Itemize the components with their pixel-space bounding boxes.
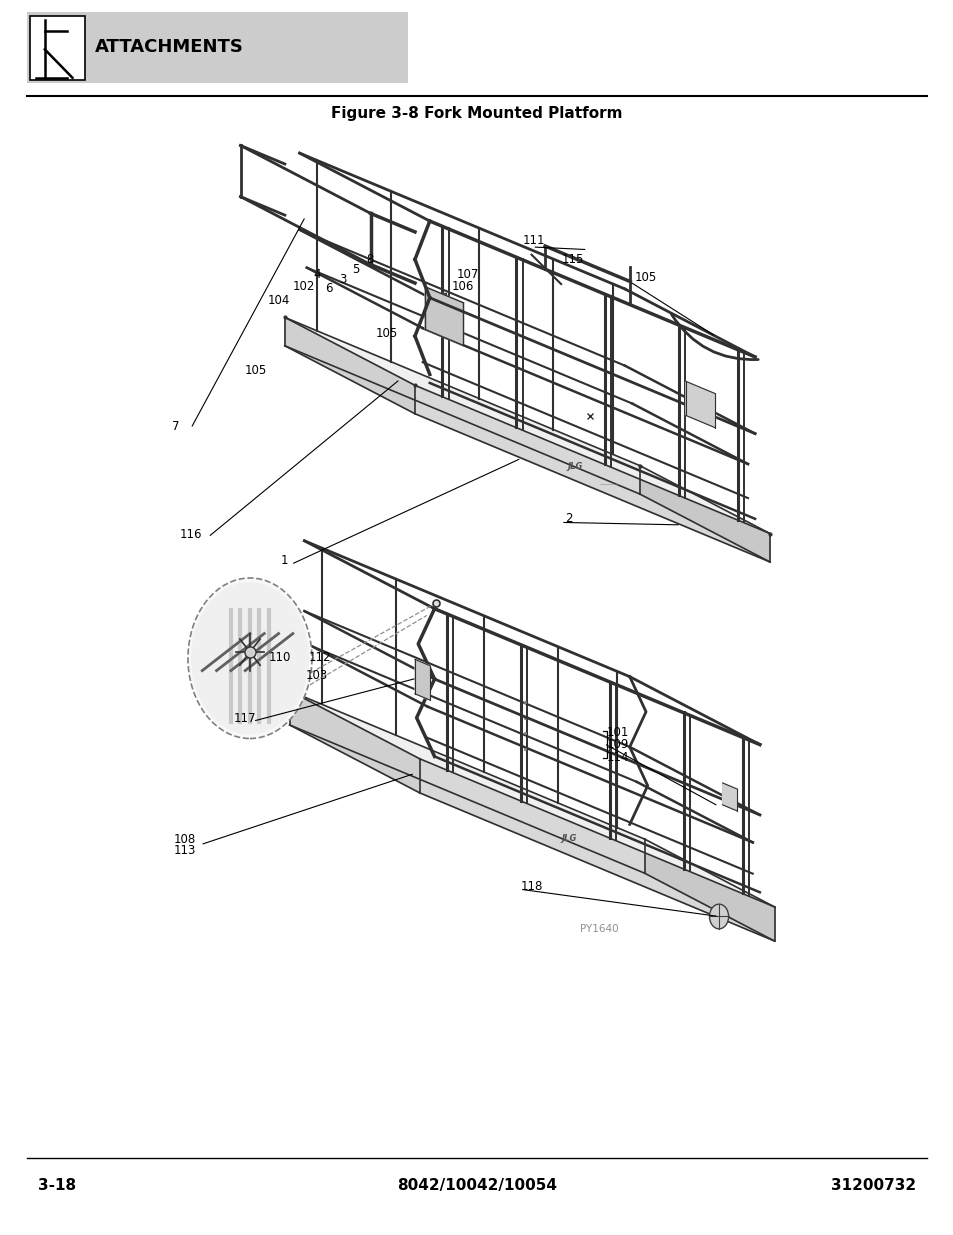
Text: 101: 101	[606, 726, 628, 739]
Polygon shape	[685, 382, 715, 427]
Text: 4: 4	[313, 268, 320, 280]
Text: 105: 105	[375, 327, 397, 340]
Text: 3: 3	[338, 273, 346, 285]
Text: 118: 118	[520, 881, 543, 893]
Text: 104: 104	[267, 294, 290, 306]
Text: 111: 111	[522, 235, 545, 247]
Text: 116: 116	[179, 529, 202, 541]
Circle shape	[188, 578, 312, 739]
Polygon shape	[644, 839, 774, 941]
Polygon shape	[285, 317, 415, 414]
Text: 110: 110	[268, 651, 291, 663]
Polygon shape	[285, 317, 769, 534]
Text: 106: 106	[451, 280, 474, 293]
Text: 112: 112	[308, 651, 331, 663]
Text: JLG: JLG	[566, 462, 581, 471]
Polygon shape	[721, 783, 737, 811]
Text: 6: 6	[325, 283, 333, 295]
Polygon shape	[425, 287, 463, 346]
Circle shape	[709, 904, 728, 929]
Polygon shape	[290, 725, 774, 941]
Text: PY1640: PY1640	[579, 924, 618, 934]
Text: 107: 107	[456, 268, 478, 280]
Polygon shape	[290, 690, 774, 906]
Text: 103: 103	[305, 669, 328, 682]
Text: 114: 114	[606, 751, 629, 763]
Text: 115: 115	[560, 253, 583, 266]
Text: 102: 102	[292, 280, 314, 293]
Circle shape	[191, 582, 309, 735]
Text: ATTACHMENTS: ATTACHMENTS	[95, 38, 244, 56]
Text: ———: ———	[599, 480, 620, 487]
Text: 5: 5	[352, 263, 359, 275]
Text: 8042/10042/10054: 8042/10042/10054	[396, 1178, 557, 1193]
Text: 108: 108	[173, 834, 196, 846]
Polygon shape	[639, 466, 769, 562]
Text: 1: 1	[280, 555, 288, 567]
Text: 8: 8	[366, 253, 374, 266]
Text: 7: 7	[172, 420, 179, 432]
FancyBboxPatch shape	[27, 12, 408, 83]
Polygon shape	[415, 385, 769, 562]
Polygon shape	[415, 659, 430, 700]
Text: 117: 117	[233, 713, 256, 725]
Polygon shape	[419, 758, 774, 941]
FancyBboxPatch shape	[30, 16, 85, 80]
Text: 113: 113	[173, 845, 196, 857]
Text: Figure 3-8 Fork Mounted Platform: Figure 3-8 Fork Mounted Platform	[331, 106, 622, 121]
Text: 105: 105	[244, 364, 267, 377]
Polygon shape	[285, 346, 769, 562]
Text: 2: 2	[564, 513, 572, 525]
Text: 105: 105	[634, 272, 656, 284]
Text: JLG: JLG	[560, 834, 576, 842]
Text: 3-18: 3-18	[38, 1178, 76, 1193]
Text: 31200732: 31200732	[830, 1178, 915, 1193]
Polygon shape	[290, 690, 419, 793]
Text: 109: 109	[606, 739, 628, 751]
